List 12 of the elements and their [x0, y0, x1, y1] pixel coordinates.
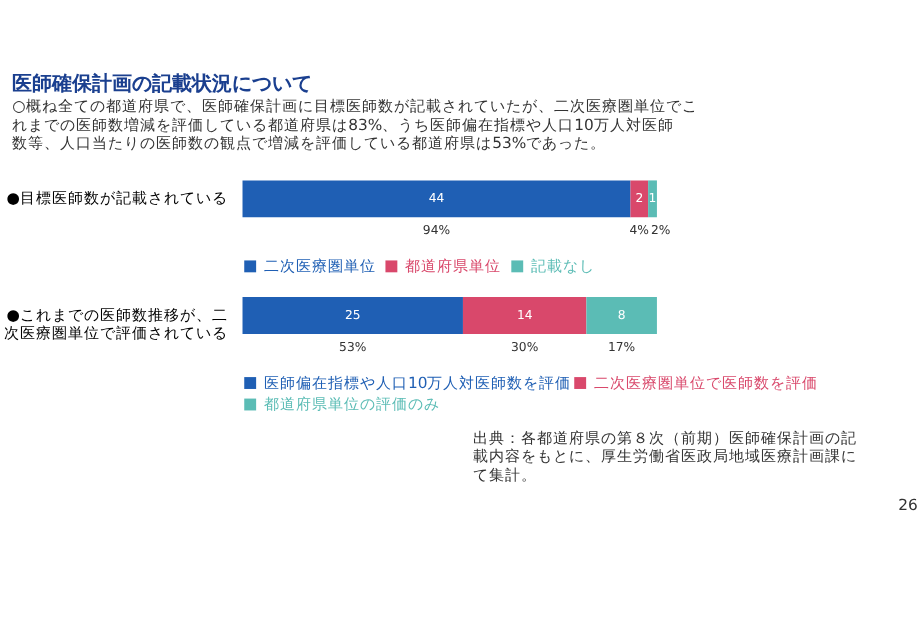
chart-subtitle: ○概ね全ての都道府県で、医師確保計画に目標医師数が記載されていたが、二次医療圏単位でこれまでの医師数増減を評価している都道府県は83%、うち医師偏在指標や人口10万人対医師数等、人口当たりの医師数の観点で増減を評価している都道府県は53%であった。 — [12, 97, 698, 153]
legend-label: 二次医療圏単位 — [264, 256, 376, 275]
text: 都道府県単位の評価のみ — [264, 395, 440, 414]
chart-title: 医師確保計画の記載状況について — [12, 71, 313, 96]
legend-label: 記載なし — [531, 256, 596, 275]
text: 医師偏在指標や人口10万人対医師数を評価 — [264, 373, 572, 392]
legend-label: 二次医療圏単位で医師数を評価 — [594, 373, 818, 392]
y-tick-label: ●これまでの医師数推移が、二次医療圏単位で評価されている — [3, 306, 228, 343]
source-note: 出典：各都道府県の第８次（前期）医師確保計画の記載内容をもとに、厚生労働省医政局地域医療計画課にて集計。 — [472, 428, 857, 484]
legend-label: 都道府県単位 — [405, 256, 502, 275]
text: 26 — [898, 496, 919, 515]
y-tick-label: ●目標医師数が記載されている — [6, 189, 228, 208]
